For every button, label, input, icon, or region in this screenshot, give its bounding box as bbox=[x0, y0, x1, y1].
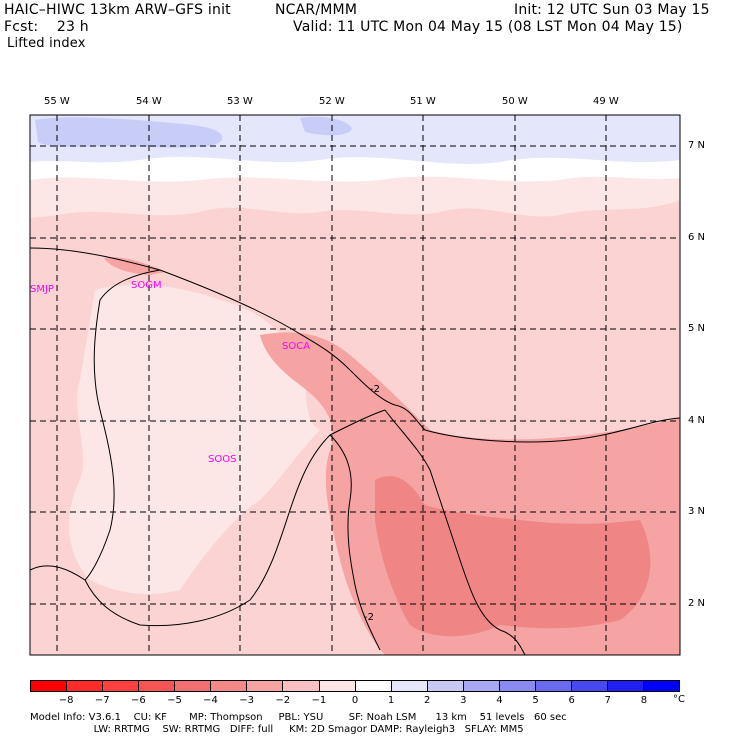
colorbar-tick: 7 bbox=[604, 695, 611, 706]
colorbar-swatch bbox=[355, 681, 392, 691]
model-info-line2: LW: RRTMG SW: RRTMG DIFF: full KM: 2D Sm… bbox=[30, 724, 524, 735]
colorbar-swatch bbox=[211, 681, 248, 691]
colorbar bbox=[30, 680, 680, 692]
lat-label: 2 N bbox=[688, 598, 706, 609]
colorbar-tick: 8 bbox=[640, 695, 648, 706]
colorbar-swatch bbox=[391, 681, 428, 691]
colorbar-tick: −3 bbox=[239, 695, 255, 706]
valid-time: Valid: 11 UTC Mon 04 May 15 (08 LST Mon … bbox=[293, 19, 683, 35]
colorbar-swatch bbox=[175, 681, 212, 691]
colorbar-tick: −2 bbox=[275, 695, 291, 706]
lon-label: 49 W bbox=[593, 96, 619, 107]
colorbar-swatch bbox=[644, 681, 680, 691]
contour-label-2: -2 bbox=[364, 612, 374, 623]
colorbar-tick: 1 bbox=[387, 695, 395, 706]
colorbar-swatch bbox=[67, 681, 104, 691]
colorbar-swatch bbox=[139, 681, 176, 691]
colorbar-tick: 3 bbox=[460, 695, 467, 706]
lon-label: 54 W bbox=[136, 96, 162, 107]
field-name: Lifted index bbox=[7, 36, 86, 51]
field-pale-interior bbox=[69, 284, 320, 595]
colorbar-swatch bbox=[427, 681, 464, 691]
org-label: NCAR/MMM bbox=[275, 2, 358, 18]
lon-label: 55 W bbox=[44, 96, 70, 107]
colorbar-tick: −1 bbox=[311, 695, 327, 706]
lat-label: 3 N bbox=[688, 506, 706, 517]
colorbar-swatch bbox=[499, 681, 536, 691]
init-time: Init: 12 UTC Sun 03 May 15 bbox=[514, 2, 710, 18]
forecast-hour: Fcst: 23 h bbox=[4, 19, 89, 35]
colorbar-tick: 0 bbox=[351, 695, 359, 706]
colorbar-tick: −8 bbox=[58, 695, 74, 706]
station-soos: SOOS bbox=[208, 454, 236, 465]
colorbar-swatch bbox=[608, 681, 645, 691]
colorbar-swatch bbox=[319, 681, 356, 691]
lon-label: 51 W bbox=[410, 96, 436, 107]
colorbar-tick: 2 bbox=[424, 695, 431, 706]
border-south bbox=[29, 409, 386, 627]
lat-label: 5 N bbox=[688, 323, 706, 334]
map-frame bbox=[29, 114, 681, 656]
colorbar-tick: −7 bbox=[94, 695, 110, 706]
border-east bbox=[384, 409, 526, 656]
colorbar-swatch bbox=[103, 681, 140, 691]
model-info-line1: Model Info: V3.6.1 CU: KF MP: Thompson P… bbox=[30, 712, 567, 723]
colorbar-swatch bbox=[535, 681, 572, 691]
lat-lon-grid bbox=[30, 115, 680, 655]
colorbar-tick: −6 bbox=[130, 695, 146, 706]
contour-label-1: -2 bbox=[370, 384, 380, 395]
lat-label: 7 N bbox=[688, 140, 706, 151]
border-west bbox=[84, 269, 161, 581]
lat-label: 4 N bbox=[688, 415, 706, 426]
coastlines bbox=[29, 247, 681, 656]
field-deep-pink bbox=[375, 476, 651, 637]
colorbar-swatch bbox=[247, 681, 284, 691]
field-blue-blob-2 bbox=[300, 116, 352, 136]
colorbar-tick: −5 bbox=[167, 695, 182, 706]
station-soca: SOCA bbox=[282, 341, 310, 352]
contour-line bbox=[329, 434, 381, 651]
colorbar-swatch bbox=[571, 681, 608, 691]
lon-label: 53 W bbox=[227, 96, 253, 107]
lat-label: 6 N bbox=[688, 232, 706, 243]
colorbar-tick: −4 bbox=[203, 695, 218, 706]
colorbar-swatch bbox=[283, 681, 320, 691]
colorbar-unit: °C bbox=[673, 694, 685, 705]
colorbar-tick: 4 bbox=[496, 695, 503, 706]
model-title: HAIC–HIWC 13km ARW–GFS init bbox=[4, 2, 231, 18]
station-sogm: SOGM bbox=[131, 280, 162, 291]
coastline bbox=[29, 247, 681, 443]
lon-label: 50 W bbox=[502, 96, 528, 107]
field-pink-patch bbox=[104, 257, 165, 275]
station-smjp: SMJP bbox=[30, 284, 54, 295]
colorbar-tick: 6 bbox=[568, 695, 575, 706]
colorbar-tick: 5 bbox=[532, 695, 539, 706]
field-blue-blob-1 bbox=[35, 117, 223, 148]
lon-label: 52 W bbox=[319, 96, 345, 107]
colorbar-swatch bbox=[463, 681, 500, 691]
colorbar-swatch bbox=[31, 681, 68, 691]
